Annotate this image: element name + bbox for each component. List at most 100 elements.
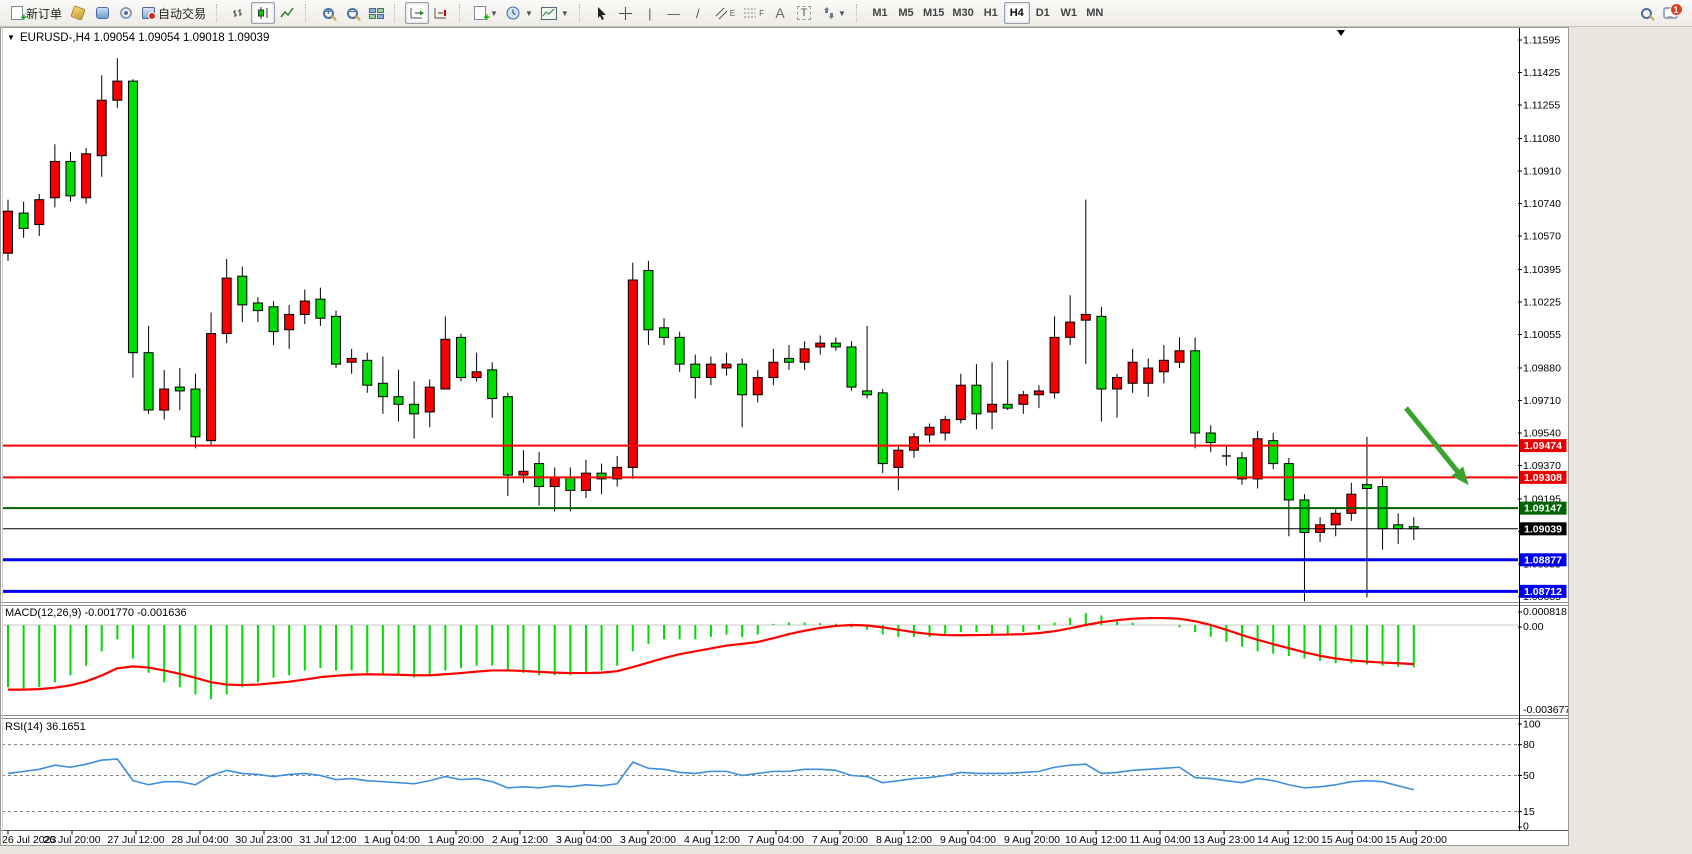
indicators-button[interactable]: + ▼ <box>470 2 502 24</box>
template-icon <box>540 6 557 20</box>
app-store-button[interactable] <box>66 2 90 24</box>
zoom-out-icon: − <box>346 7 358 19</box>
zoom-out-button[interactable]: − <box>340 2 364 24</box>
svg-text:80: 80 <box>1523 739 1535 751</box>
candlestick-chart-button[interactable] <box>251 2 276 24</box>
svg-text:4 Aug 12:00: 4 Aug 12:00 <box>684 834 740 846</box>
svg-text:1.11595: 1.11595 <box>1523 35 1560 47</box>
svg-text:1.11080: 1.11080 <box>1523 133 1560 145</box>
templates-button[interactable]: ▼ <box>537 2 573 24</box>
text-label-button[interactable]: T <box>792 2 816 24</box>
svg-text:1.09710: 1.09710 <box>1523 395 1561 407</box>
svg-text:3 Aug 20:00: 3 Aug 20:00 <box>620 834 676 846</box>
fibonacci-button[interactable]: F <box>739 2 768 24</box>
bar-chart-button[interactable] <box>227 2 251 24</box>
tile-windows-button[interactable] <box>364 2 388 24</box>
auto-scroll-button[interactable] <box>405 2 430 24</box>
svg-text:13 Aug 23:00: 13 Aug 23:00 <box>1193 834 1255 846</box>
workspace-background <box>0 846 1692 854</box>
chart-shift-button[interactable] <box>429 2 453 24</box>
macd-signal-line <box>8 616 1414 691</box>
price-badge-1.08877 <box>1519 553 1567 567</box>
timeframe-m1-button[interactable]: M1 <box>872 7 888 19</box>
timeframe-group: M1 M5 M15 M30 H1 H4 D1 W1 MN <box>864 0 1111 26</box>
svg-text:2 Aug 12:00: 2 Aug 12:00 <box>492 834 548 846</box>
timeframe-h1-button[interactable]: H1 <box>983 7 998 19</box>
svg-text:1.09147: 1.09147 <box>1524 503 1562 515</box>
fibo-label: F <box>759 8 765 18</box>
symbol-collapse-icon: ▼ <box>7 33 15 42</box>
timeframe-m30-button[interactable]: M30 <box>952 7 974 19</box>
svg-text:1.09370: 1.09370 <box>1523 460 1561 472</box>
arrows-icon <box>824 7 835 19</box>
svg-text:1.09880: 1.09880 <box>1523 362 1561 374</box>
svg-text:-0.003677: -0.003677 <box>1523 704 1569 716</box>
svg-text:8 Aug 12:00: 8 Aug 12:00 <box>876 834 932 846</box>
svg-text:26 Jul 2023: 26 Jul 2023 <box>2 834 56 846</box>
svg-text:50: 50 <box>1523 770 1535 782</box>
toolbar-gripper <box>578 4 584 22</box>
svg-text:7 Aug 04:00: 7 Aug 04:00 <box>748 834 804 846</box>
signals-button[interactable] <box>114 2 138 24</box>
text-label-icon: T <box>796 6 812 20</box>
svg-text:0.000818: 0.000818 <box>1523 606 1567 618</box>
chart-type-group <box>224 0 302 26</box>
chat-bubble-icon: 1 <box>1662 3 1683 19</box>
new-order-label: 新订单 <box>26 6 63 21</box>
indicators-icon: + <box>474 6 490 24</box>
price-badge-1.08712 <box>1519 584 1567 598</box>
timeframe-w1-button[interactable]: W1 <box>1060 7 1078 19</box>
line-chart-icon <box>279 7 294 18</box>
zoom-in-icon: + <box>322 7 334 19</box>
trendline-button[interactable]: / <box>686 2 710 24</box>
svg-text:14 Aug 12:00: 14 Aug 12:00 <box>1257 834 1319 846</box>
svg-text:1 Aug 20:00: 1 Aug 20:00 <box>428 834 484 846</box>
svg-text:1.09039: 1.09039 <box>1524 523 1562 535</box>
timeframe-m15-button[interactable]: M15 <box>922 7 945 19</box>
signals-icon <box>120 7 133 19</box>
arrows-button[interactable]: ▼ <box>816 2 850 24</box>
toolbar-gripper <box>855 4 861 22</box>
svg-text:1.10740: 1.10740 <box>1523 198 1561 210</box>
auto-trading-icon <box>142 7 157 20</box>
scroll-marker-icon <box>1337 30 1345 36</box>
crosshair-icon <box>619 6 633 20</box>
cursor-button[interactable] <box>590 2 614 24</box>
periods-clock-icon <box>506 6 520 19</box>
zoom-in-button[interactable]: + <box>316 2 340 24</box>
line-chart-button[interactable] <box>275 2 299 24</box>
chevron-down-icon: ▼ <box>838 8 846 18</box>
timeframe-d1-button[interactable]: D1 <box>1035 7 1050 19</box>
timeframe-mn-button[interactable]: MN <box>1086 7 1104 19</box>
fibonacci-icon <box>744 8 757 18</box>
svg-text:1.10225: 1.10225 <box>1523 296 1561 308</box>
zoom-group: + − <box>313 0 391 26</box>
toolbar-gripper <box>216 4 221 22</box>
timeframe-h4-button[interactable]: H4 <box>1003 2 1030 24</box>
svg-text:1.09474: 1.09474 <box>1524 440 1562 452</box>
auto-trading-button[interactable]: 自动交易 <box>138 2 210 24</box>
new-order-button[interactable]: + 新订单 <box>7 2 66 24</box>
svg-text:1.11255: 1.11255 <box>1523 100 1560 112</box>
crosshair-button[interactable] <box>614 2 638 24</box>
text-button[interactable]: A <box>768 2 792 24</box>
svg-text:31 Jul 12:00: 31 Jul 12:00 <box>299 834 356 846</box>
objects-group: + ▼ ▼ ▼ <box>467 0 576 26</box>
price-axis: 1.11595 1.11425 1.11255 1.11080 1.10910 1.107… <box>1518 35 1570 833</box>
notifications-button[interactable]: 1 <box>1658 2 1683 24</box>
svg-text:15 Aug 04:00: 15 Aug 04:00 <box>1321 834 1383 846</box>
market-watch-button[interactable] <box>90 2 114 24</box>
vertical-line-button[interactable]: | <box>638 2 662 24</box>
search-button[interactable] <box>1634 2 1658 24</box>
periods-button[interactable]: ▼ <box>502 2 537 24</box>
timeframe-m5-button[interactable]: M5 <box>898 7 914 19</box>
svg-text:1.10910: 1.10910 <box>1523 165 1561 177</box>
svg-text:28 Jul 04:00: 28 Jul 04:00 <box>171 834 228 846</box>
chart-canvas[interactable]: ▼ EURUSD-,H4 1.09054 1.09054 1.09018 1.09… <box>0 27 1570 846</box>
svg-text:27 Jul 12:00: 27 Jul 12:00 <box>107 834 164 846</box>
svg-text:1.11425: 1.11425 <box>1523 67 1560 79</box>
chart-window[interactable]: ▼ EURUSD-,H4 1.09054 1.09054 1.09018 1.09… <box>0 27 1570 846</box>
equidistant-channel-button[interactable]: E <box>710 2 739 24</box>
svg-text:30 Jul 23:00: 30 Jul 23:00 <box>235 834 292 846</box>
horizontal-line-button[interactable]: — <box>662 2 686 24</box>
